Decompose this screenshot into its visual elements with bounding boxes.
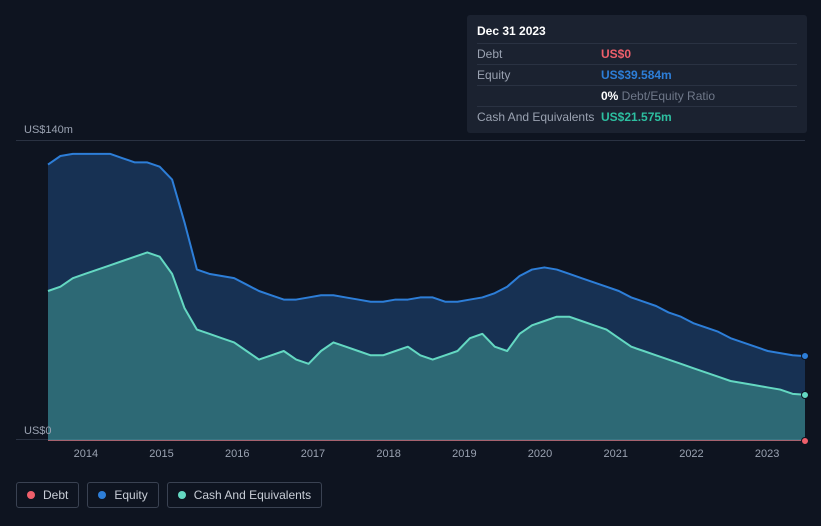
- series-end-marker: [801, 437, 809, 445]
- x-axis-tick-label: 2023: [755, 448, 779, 460]
- legend-label: Cash And Equivalents: [194, 488, 311, 502]
- tooltip-date: Dec 31 2023: [477, 21, 797, 43]
- x-axis-tick-label: 2017: [301, 448, 325, 460]
- legend-item[interactable]: Debt: [16, 482, 79, 508]
- chart-plot-area: [16, 140, 805, 440]
- x-axis-tick-label: 2019: [452, 448, 476, 460]
- legend-swatch: [98, 491, 106, 499]
- legend-swatch: [178, 491, 186, 499]
- tooltip-row-label: Equity: [477, 68, 601, 82]
- tooltip-row-label: Debt: [477, 47, 601, 61]
- x-axis-tick-label: 2022: [679, 448, 703, 460]
- legend-swatch: [27, 491, 35, 499]
- tooltip-row: 0% Debt/Equity Ratio: [477, 85, 797, 106]
- x-axis-tick-label: 2016: [225, 448, 249, 460]
- tooltip-row-label: [477, 89, 601, 103]
- chart-container: US$140m US$0 2014 2015 2016 2017 2018 2019 202…: [16, 124, 805, 468]
- tooltip-row-label: Cash And Equivalents: [477, 110, 601, 124]
- chart-legend: Debt Equity Cash And Equivalents: [16, 482, 322, 508]
- x-axis-tick-label: 2021: [604, 448, 628, 460]
- y-axis-max-label: US$140m: [24, 124, 805, 136]
- x-axis-tick-label: 2018: [376, 448, 400, 460]
- y-axis-min-label: US$0: [24, 425, 52, 437]
- x-axis: 2014 2015 2016 2017 2018 2019 2020 2021 2022 2023: [16, 448, 805, 468]
- x-axis-tick-label: 2014: [74, 448, 98, 460]
- chart-tooltip: Dec 31 2023 DebtUS$0EquityUS$39.584m0% D…: [467, 15, 807, 133]
- x-axis-tick-label: 2015: [149, 448, 173, 460]
- tooltip-row-value: 0% Debt/Equity Ratio: [601, 89, 797, 103]
- chart-svg: [16, 141, 805, 441]
- x-axis-tick-label: 2020: [528, 448, 552, 460]
- legend-label: Equity: [114, 488, 147, 502]
- tooltip-row-value: US$21.575m: [601, 110, 797, 124]
- legend-item[interactable]: Equity: [87, 482, 158, 508]
- series-end-marker: [801, 352, 809, 360]
- series-end-marker: [801, 391, 809, 399]
- legend-item[interactable]: Cash And Equivalents: [167, 482, 322, 508]
- legend-label: Debt: [43, 488, 68, 502]
- tooltip-row-value: US$39.584m: [601, 68, 797, 82]
- tooltip-row: EquityUS$39.584m: [477, 64, 797, 85]
- tooltip-row-value: US$0: [601, 47, 797, 61]
- tooltip-row: DebtUS$0: [477, 43, 797, 64]
